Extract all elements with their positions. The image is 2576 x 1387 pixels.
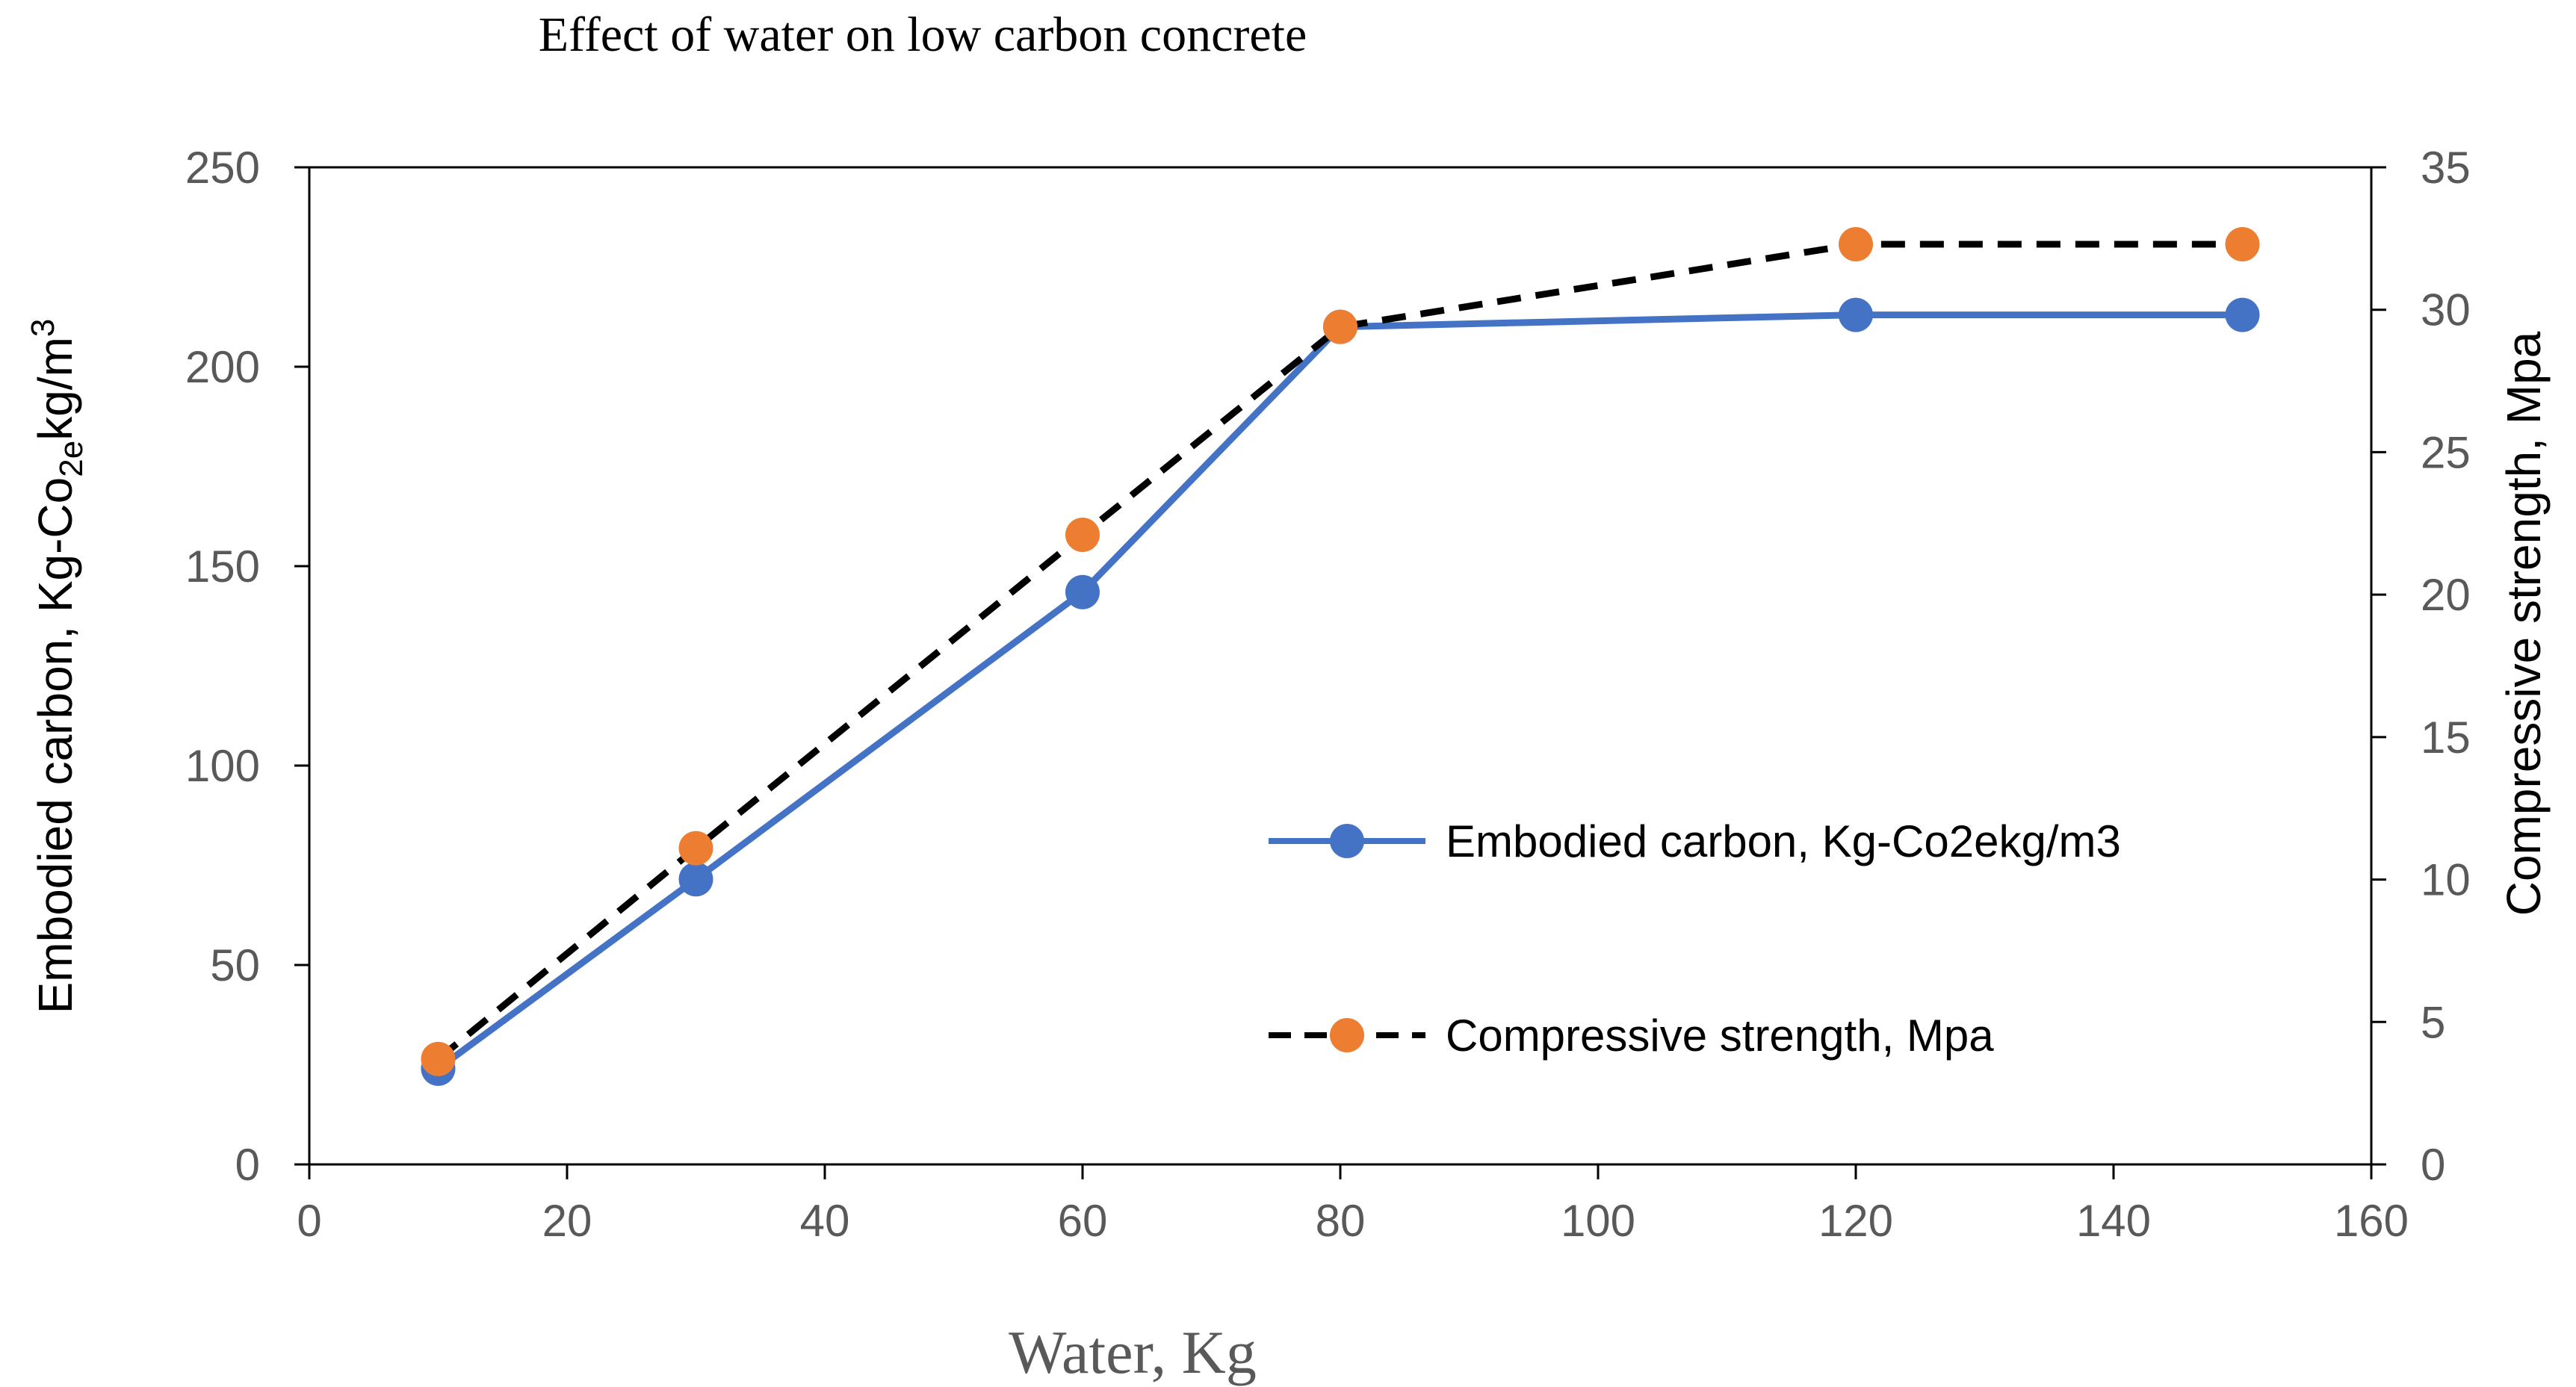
x-tick-label: 160	[2334, 1196, 2409, 1246]
legend-label-embodied-carbon: Embodied carbon, Kg-Co2ekg/m3	[1446, 816, 2121, 866]
x-tick-label: 100	[1561, 1196, 1635, 1246]
y-left-axis-ticks: 0 50 100 150 200 250	[185, 143, 309, 1190]
y-right-axis-ticks: 0 5 10 15 20 25 30 35	[2371, 143, 2471, 1190]
data-point-embodied-carbon	[1839, 297, 1873, 332]
data-point-embodied-carbon	[2225, 297, 2260, 332]
series-line-compressive-strength	[436, 241, 2243, 1062]
y-left-axis-title-main: Embodied carbon, Kg-Co	[28, 477, 82, 1014]
y-left-tick-label: 100	[185, 741, 260, 791]
x-tick-label: 0	[297, 1196, 321, 1246]
legend-marker-compressive-strength	[1330, 1018, 1364, 1052]
x-tick-label: 40	[800, 1196, 850, 1246]
x-axis-title: Water, Kg	[1009, 1318, 1257, 1386]
data-point-compressive-strength	[421, 1041, 456, 1076]
y-right-tick-label: 30	[2421, 285, 2471, 335]
y-right-tick-label: 10	[2421, 855, 2471, 905]
y-right-tick-label: 0	[2421, 1140, 2445, 1190]
data-point-embodied-carbon	[1065, 574, 1100, 609]
legend-marker-embodied-carbon	[1330, 824, 1364, 858]
x-tick-label: 60	[1058, 1196, 1108, 1246]
y-left-tick-label: 0	[235, 1140, 260, 1190]
x-tick-label: 140	[2076, 1196, 2151, 1246]
x-tick-label: 20	[542, 1196, 592, 1246]
y-right-tick-label: 15	[2421, 713, 2471, 763]
data-point-compressive-strength	[1839, 226, 1873, 261]
x-tick-label: 80	[1316, 1196, 1366, 1246]
y-left-axis-title-subscript: 2e	[53, 441, 90, 477]
legend-label-compressive-strength: Compressive strength, Mpa	[1446, 1011, 1994, 1061]
series-markers	[421, 226, 2260, 1086]
y-left-tick-label: 150	[185, 542, 260, 592]
series-line-embodied-carbon	[436, 311, 2243, 1072]
series-lines	[436, 241, 2243, 1072]
y-left-tick-label: 200	[185, 342, 260, 392]
y-left-tick-label: 250	[185, 143, 260, 193]
data-point-compressive-strength	[1323, 309, 1357, 344]
y-right-tick-label: 5	[2421, 997, 2445, 1047]
y-right-tick-label: 25	[2421, 427, 2471, 477]
y-right-axis-title: Compressive strength, Mpa	[2497, 331, 2551, 916]
x-axis-ticks: 0 20 40 60 80 100 120 140 160	[297, 1164, 2409, 1246]
data-point-compressive-strength	[2225, 226, 2260, 261]
y-left-axis-title-superscript: 3	[25, 319, 61, 337]
legend-item-embodied-carbon: Embodied carbon, Kg-Co2ekg/m3	[1269, 816, 2121, 866]
legend: Embodied carbon, Kg-Co2ekg/m3 Compressiv…	[1269, 816, 2121, 1061]
x-tick-label: 120	[1818, 1196, 1893, 1246]
y-right-tick-label: 35	[2421, 143, 2471, 193]
chart-title: Effect of water on low carbon concrete	[539, 7, 1307, 62]
y-left-tick-label: 50	[210, 940, 260, 990]
data-point-embodied-carbon	[678, 862, 713, 897]
y-right-tick-label: 20	[2421, 570, 2471, 620]
y-left-axis-title: Embodied carbon, Kg-Co2ekg/m3	[25, 319, 90, 1014]
legend-item-compressive-strength: Compressive strength, Mpa	[1269, 1011, 1994, 1061]
y-left-axis-title-mid: kg/m	[28, 337, 82, 441]
data-point-compressive-strength	[678, 831, 713, 866]
data-point-compressive-strength	[1065, 518, 1100, 553]
